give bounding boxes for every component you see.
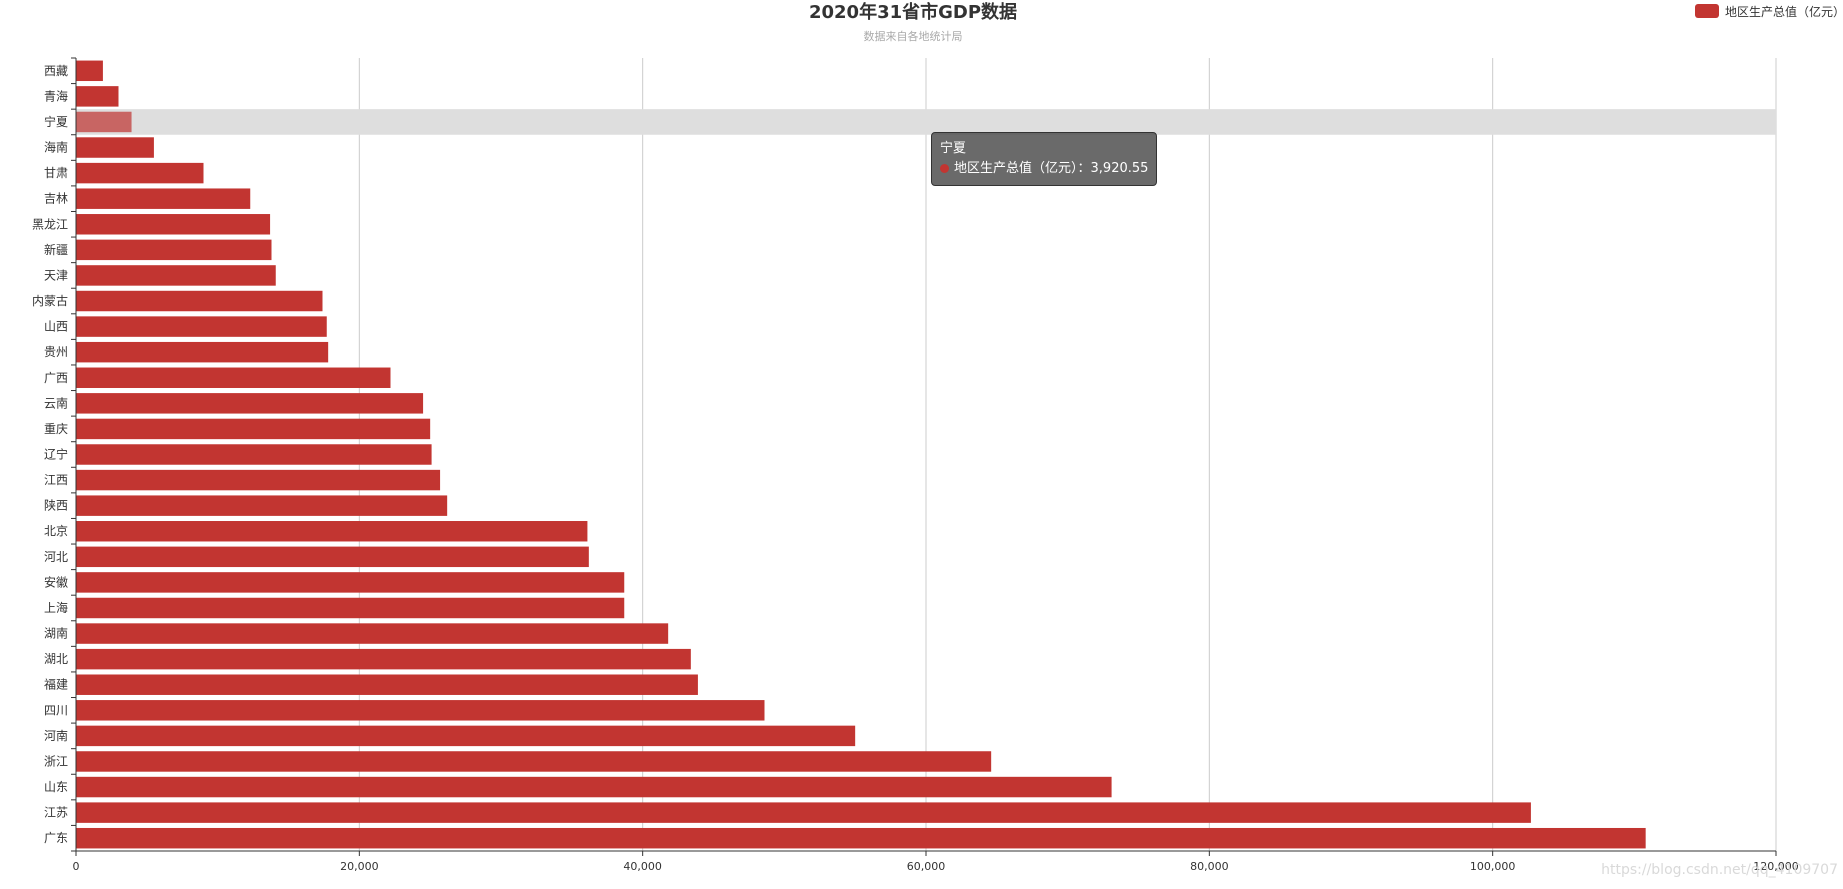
y-tick-label: 湖南 — [44, 626, 68, 641]
watermark-text: https://blog.csdn.net/qq_4109707 — [1601, 862, 1838, 878]
chart-subtitle: 数据来自各地统计局 — [864, 29, 963, 43]
y-tick-label: 山东 — [44, 780, 68, 794]
y-tick-label: 河北 — [44, 550, 68, 564]
bar-河北[interactable] — [76, 546, 589, 568]
bar-吉林[interactable] — [76, 188, 251, 209]
bar-上海[interactable] — [76, 597, 625, 619]
x-tick-label: 60,000 — [907, 860, 946, 873]
y-tick-label: 内蒙古 — [32, 293, 68, 308]
bar-四川[interactable] — [76, 700, 765, 721]
bar-江西[interactable] — [76, 469, 441, 491]
tooltip-value: 3,920.55 — [1090, 161, 1149, 176]
y-tick-label: 浙江 — [44, 754, 68, 768]
chart-title: 2020年31省市GDP数据 — [809, 1, 1017, 23]
bar-甘肃[interactable] — [76, 162, 204, 184]
bar-青海[interactable] — [76, 86, 119, 107]
tooltip: 宁夏 地区生产总值（亿元）：3,920.55 — [931, 132, 1158, 186]
bar-福建[interactable] — [76, 674, 698, 695]
bar-河南[interactable] — [76, 725, 856, 747]
y-tick-label: 江西 — [44, 473, 68, 487]
bar-湖北[interactable] — [76, 648, 691, 670]
y-tick-label: 宁夏 — [44, 114, 68, 129]
bar-浙江[interactable] — [76, 751, 992, 772]
bars — [76, 60, 1646, 849]
tooltip-separator: ： — [1077, 161, 1091, 176]
bar-广西[interactable] — [76, 367, 391, 388]
x-tick-label: 40,000 — [623, 860, 662, 873]
y-tick-label: 广西 — [44, 371, 68, 385]
bar-天津[interactable] — [76, 265, 276, 286]
y-tick-label: 贵州 — [44, 345, 68, 359]
y-tick-label: 辽宁 — [44, 447, 68, 462]
y-tick-label: 福建 — [44, 677, 68, 692]
bar-北京[interactable] — [76, 521, 588, 542]
bar-贵州[interactable] — [76, 341, 329, 363]
bar-山东[interactable] — [76, 776, 1112, 798]
bar-广东[interactable] — [76, 827, 1646, 849]
bar-云南[interactable] — [76, 393, 424, 414]
legend-label[interactable]: 地区生产总值（亿元） — [1725, 4, 1843, 19]
bar-安徽[interactable] — [76, 572, 625, 593]
y-tick-label: 陕西 — [44, 498, 68, 513]
bar-宁夏[interactable] — [76, 111, 132, 133]
legend[interactable]: 地区生产总值（亿元） — [1695, 4, 1843, 19]
hover-band-rect — [76, 109, 1776, 135]
x-tick-label: 100,000 — [1470, 860, 1516, 873]
tooltip-category: 宁夏 — [940, 141, 967, 156]
y-tick-label: 江苏 — [44, 806, 68, 820]
y-tick-label: 安徽 — [44, 574, 68, 589]
bar-湖南[interactable] — [76, 623, 669, 644]
x-tick-label: 120,000 — [1753, 860, 1799, 873]
bar-西藏[interactable] — [76, 60, 103, 82]
bar-黑龙江[interactable] — [76, 214, 271, 235]
bar-新疆[interactable] — [76, 239, 272, 261]
y-tick-label: 上海 — [44, 600, 68, 615]
y-tick-label: 湖北 — [44, 651, 68, 666]
bar-内蒙古[interactable] — [76, 290, 323, 312]
y-tick-label: 黑龙江 — [32, 217, 68, 231]
y-tick-label: 海南 — [44, 140, 68, 155]
bar-江苏[interactable] — [76, 802, 1531, 823]
y-tick-label: 云南 — [44, 395, 68, 410]
y-tick-label: 天津 — [44, 268, 68, 282]
tooltip-row: 地区生产总值（亿元）：3,920.55 — [940, 159, 1148, 179]
y-tick-label: 重庆 — [44, 422, 68, 436]
y-tick-label: 山西 — [44, 320, 68, 334]
bar-辽宁[interactable] — [76, 444, 432, 465]
y-tick-label: 河南 — [44, 728, 68, 743]
bar-山西[interactable] — [76, 316, 327, 337]
y-tick-label: 青海 — [44, 88, 68, 103]
y-tick-label: 北京 — [44, 524, 68, 538]
x-tick-label: 80,000 — [1190, 860, 1229, 873]
tooltip-series-dot-icon — [940, 164, 949, 173]
hover-band — [76, 109, 1776, 135]
y-tick-label: 吉林 — [44, 192, 68, 206]
y-tick-label: 广东 — [44, 831, 68, 845]
tooltip-series-name: 地区生产总值（亿元） — [954, 161, 1078, 176]
bar-海南[interactable] — [76, 137, 154, 158]
legend-swatch[interactable] — [1695, 4, 1719, 18]
x-tick-label: 0 — [73, 860, 80, 873]
y-tick-label: 甘肃 — [44, 166, 68, 180]
y-tick-label: 新疆 — [44, 242, 68, 257]
bar-陕西[interactable] — [76, 495, 448, 516]
x-tick-label: 20,000 — [340, 860, 379, 873]
y-tick-label: 西藏 — [44, 64, 68, 78]
y-tick-label: 四川 — [44, 703, 68, 717]
bar-重庆[interactable] — [76, 418, 431, 440]
axes: 0 20,000 40,000 60,000 80,000 100,000 120,000 西… — [32, 57, 1799, 873]
